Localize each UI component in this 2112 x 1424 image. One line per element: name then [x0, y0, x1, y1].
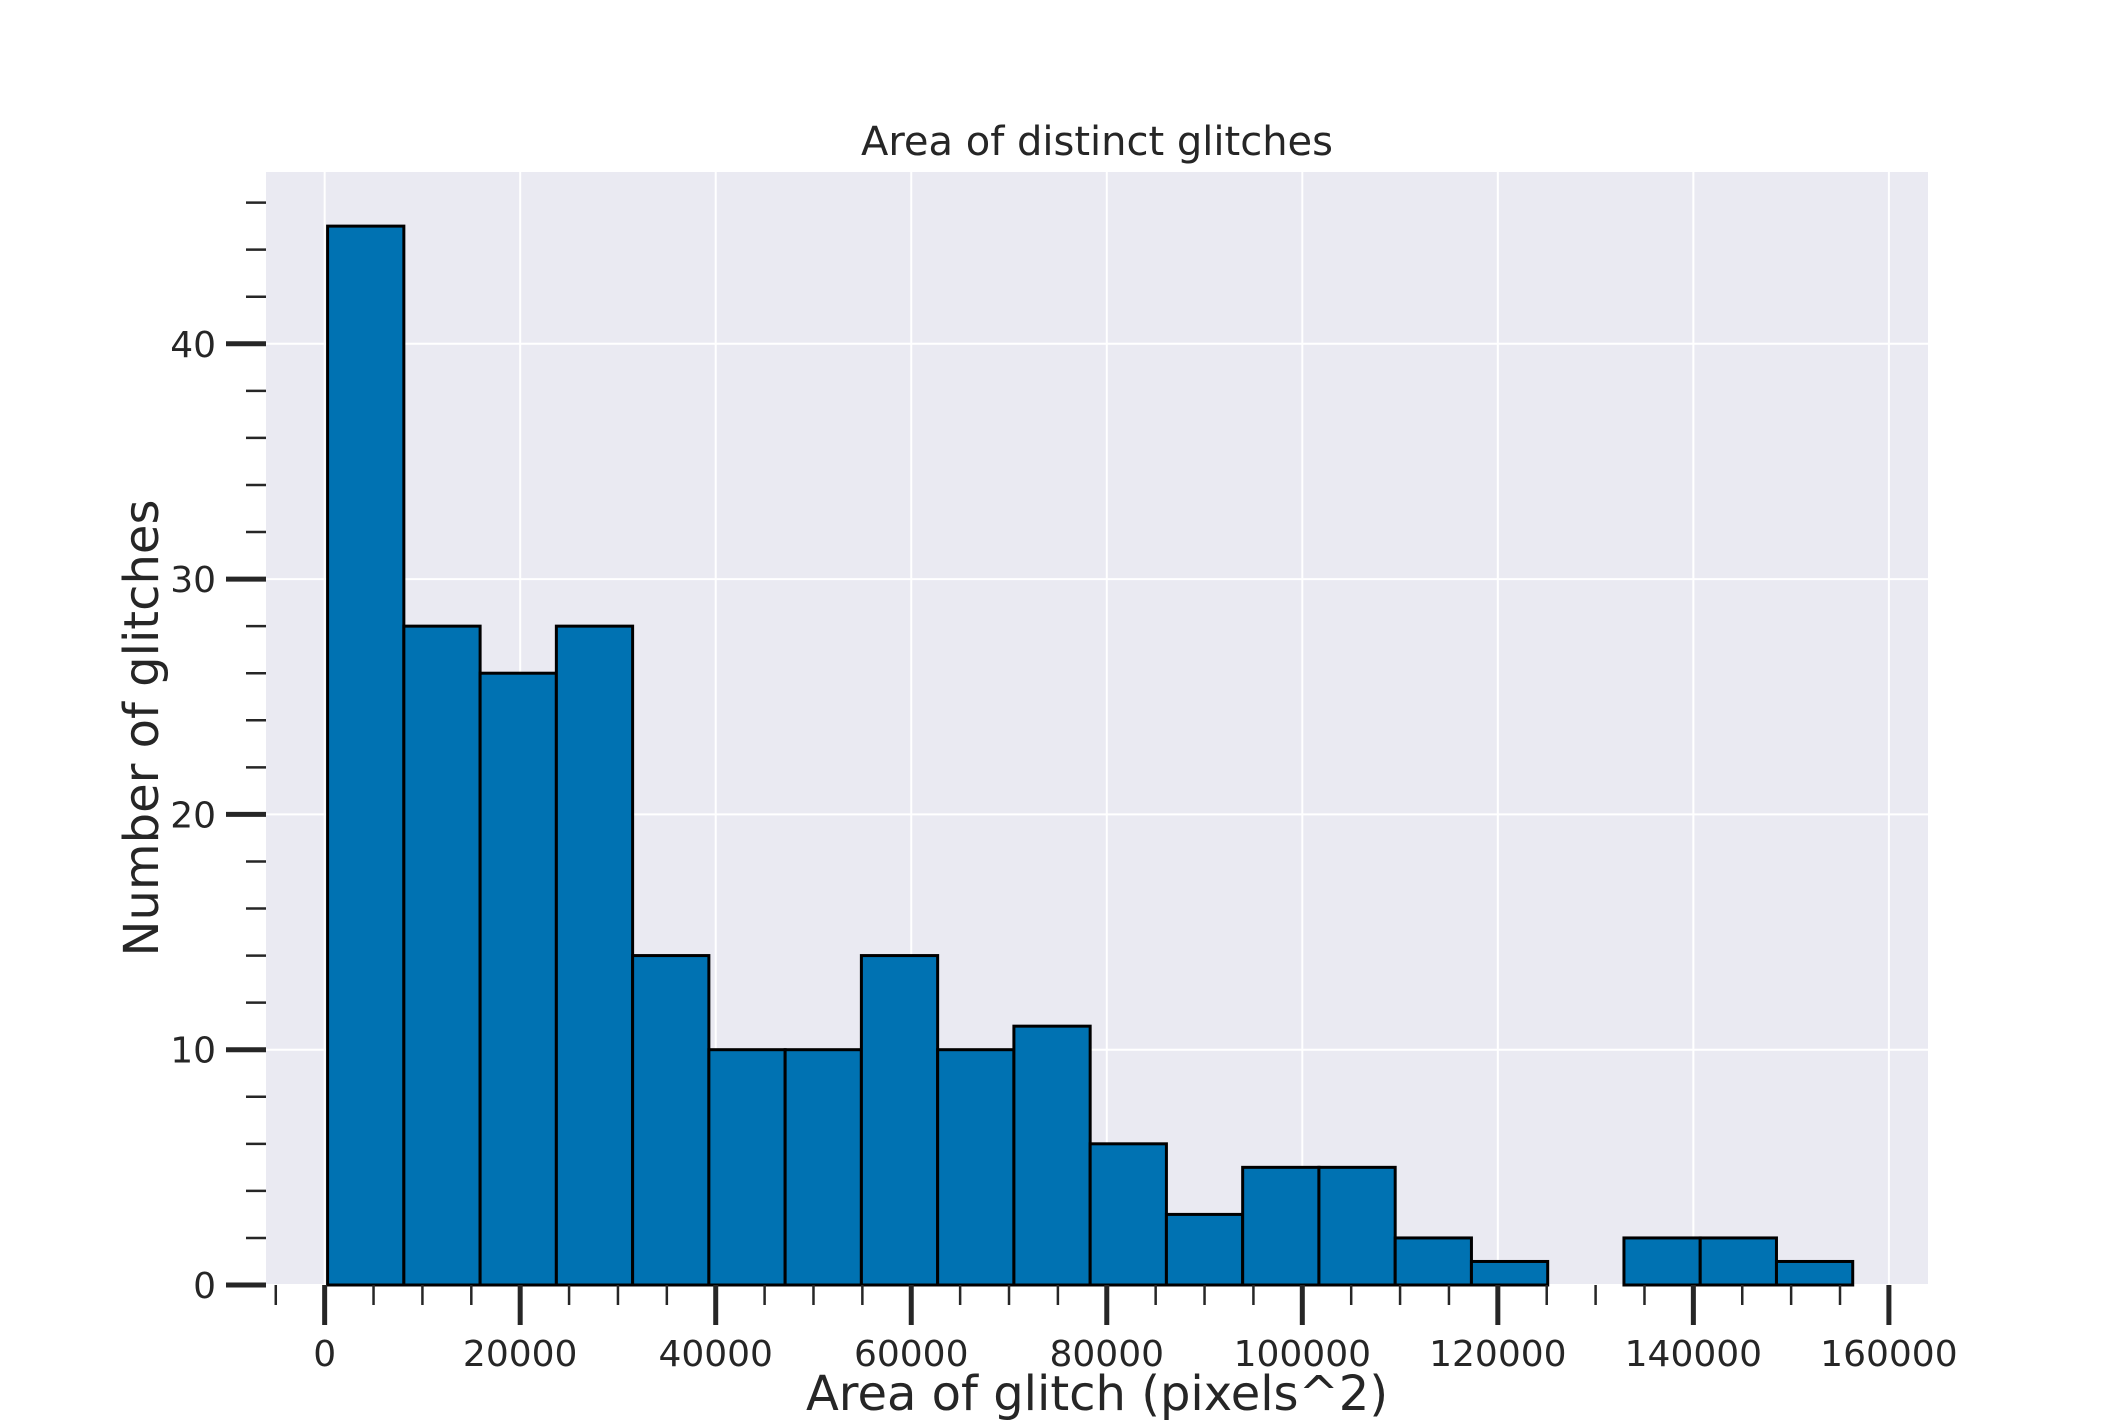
histogram-bar: [1622, 1236, 1702, 1287]
y-tick-label: 40: [170, 325, 216, 366]
y-tick-label: 30: [170, 560, 216, 601]
x-tick-label: 120000: [1429, 1334, 1566, 1375]
x-tick-label: 60000: [854, 1334, 969, 1375]
histogram-bar: [326, 224, 406, 1287]
histogram-bar: [631, 954, 711, 1287]
x-tick-label: 40000: [658, 1334, 773, 1375]
histogram-bar: [402, 624, 482, 1287]
histogram-bar: [1164, 1212, 1245, 1287]
histogram-bar: [1088, 1142, 1168, 1287]
histogram-bar: [707, 1048, 787, 1287]
histogram-bars: [326, 224, 1855, 1287]
axes: 0 10 20 30 40 0 20000 40000 60000 80000 100000 1200…: [170, 201, 1958, 1375]
x-axis-label: Area of glitch (pixels^2): [806, 1366, 1388, 1422]
chart-title: Area of distinct glitches: [861, 119, 1333, 165]
histogram-bar: [1393, 1236, 1473, 1287]
x-tick-label: 100000: [1234, 1334, 1371, 1375]
y-tick-label: 0: [193, 1266, 216, 1307]
histogram-bar: [1012, 1024, 1092, 1287]
histogram-bar: [1317, 1165, 1397, 1287]
y-tick-label: 20: [170, 795, 216, 836]
x-tick-label: 20000: [463, 1334, 578, 1375]
histogram-bar: [554, 624, 635, 1287]
x-tick-label: 0: [313, 1334, 336, 1375]
x-tick-label: 80000: [1050, 1334, 1165, 1375]
y-tick-label: 10: [170, 1031, 216, 1072]
histogram-bar: [1241, 1165, 1321, 1287]
histogram-bar: [859, 954, 940, 1287]
x-tick-label: 140000: [1625, 1334, 1762, 1375]
histogram-bar: [936, 1048, 1016, 1287]
histogram-bar: [1774, 1259, 1855, 1287]
x-tick-label: 160000: [1820, 1334, 1957, 1375]
histogram-bar: [478, 671, 558, 1287]
histogram-bar: [783, 1048, 863, 1287]
histogram-bar: [1469, 1259, 1550, 1287]
histogram-bar: [1698, 1236, 1778, 1287]
y-axis-label: Number of glitches: [114, 500, 170, 957]
